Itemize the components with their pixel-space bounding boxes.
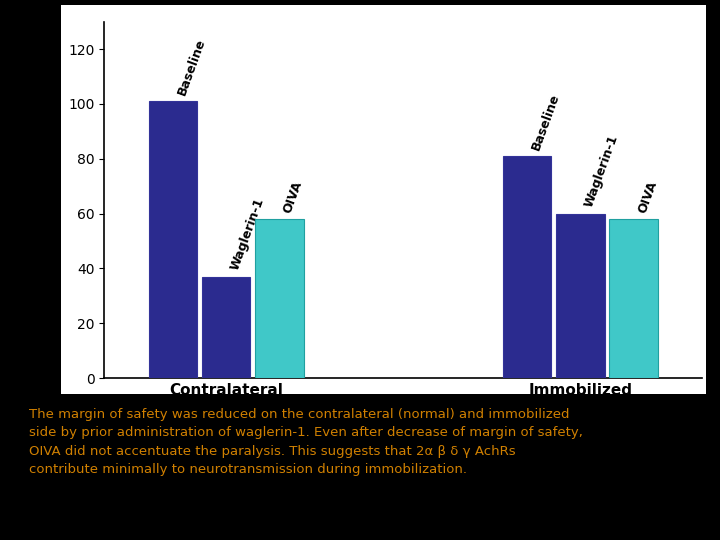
Text: OIVA: OIVA (282, 179, 305, 215)
Y-axis label: Force in %: Force in % (45, 156, 60, 244)
Text: Baseline: Baseline (175, 37, 208, 97)
Bar (556, 213, 605, 378)
Text: Waglerin-1: Waglerin-1 (582, 133, 621, 210)
Text: Waglerin-1: Waglerin-1 (228, 197, 266, 273)
Text: OIVA: OIVA (636, 179, 660, 215)
Bar (609, 219, 658, 378)
Bar (202, 276, 251, 378)
Bar (503, 156, 552, 378)
Text: Baseline: Baseline (529, 91, 562, 152)
Bar (148, 101, 197, 378)
Bar (255, 219, 304, 378)
Text: The margin of safety was reduced on the contralateral (normal) and immobilized
s: The margin of safety was reduced on the … (29, 408, 582, 476)
